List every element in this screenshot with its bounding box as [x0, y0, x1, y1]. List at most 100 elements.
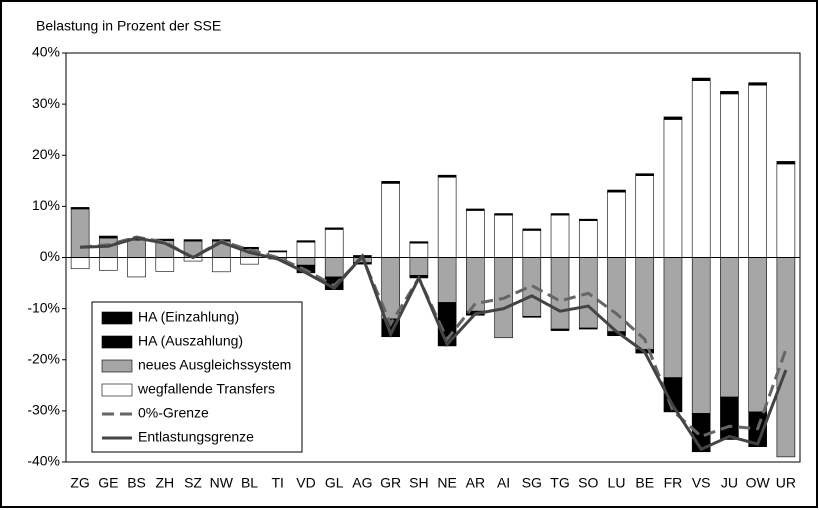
- bar-segment: [691, 80, 711, 258]
- bar-segment: [70, 257, 90, 270]
- bar-segment: [578, 218, 598, 221]
- bar-segment: [550, 328, 570, 331]
- bar-segment: [748, 82, 767, 86]
- bar-segment: [776, 161, 796, 165]
- y-tick-label: -10%: [27, 299, 60, 315]
- legend-label: neues Ausgleichssystem: [138, 357, 291, 373]
- bar-segment: [437, 176, 457, 258]
- bar-segment: [691, 77, 711, 81]
- x-tick-label: GL: [325, 475, 344, 491]
- legend-box: [91, 301, 303, 453]
- x-tick-label: VD: [296, 475, 315, 491]
- y-tick-label: 10%: [32, 197, 60, 213]
- bar-segment: [578, 327, 598, 330]
- x-tick-label: AR: [466, 475, 485, 491]
- bar-segment: [353, 262, 372, 265]
- bar-segment: [522, 230, 542, 258]
- bar-segment: [296, 240, 316, 243]
- bar-segment: [409, 257, 429, 276]
- bar-segment: [409, 241, 429, 244]
- y-tick-label: 20%: [32, 146, 60, 162]
- bar-segment: [720, 257, 739, 398]
- legend-swatch: [101, 311, 133, 325]
- bar-segment: [663, 257, 683, 378]
- bar-segment: [70, 208, 90, 258]
- bar-segment: [324, 257, 344, 278]
- line: [80, 236, 788, 452]
- legend-swatch: [101, 335, 133, 349]
- chart-title: Belastung in Prozent der SSE: [36, 18, 221, 34]
- y-tick-label: 40%: [32, 44, 60, 60]
- bar-segment: [466, 208, 485, 211]
- bar-segment: [99, 235, 118, 239]
- bar-segment: [522, 228, 542, 231]
- bar-segment: [70, 207, 90, 210]
- x-tick-label: BS: [127, 475, 146, 491]
- legend-label: HA (Auszahlung): [138, 333, 243, 349]
- y-tick-label: 30%: [32, 95, 60, 111]
- bar-segment: [748, 84, 767, 258]
- x-tick-label: SO: [578, 475, 598, 491]
- bar-segment: [296, 241, 316, 258]
- bar-segment: [720, 396, 739, 440]
- bar-segment: [635, 175, 655, 258]
- bar-segment: [409, 242, 429, 258]
- bar-segment: [324, 227, 344, 230]
- x-tick-label: OW: [746, 475, 771, 491]
- x-tick-label: TG: [550, 475, 569, 491]
- x-tick-label: AG: [352, 475, 372, 491]
- bar-segment: [494, 213, 513, 216]
- bar-segment: [268, 250, 288, 253]
- x-tick-label: BE: [635, 475, 654, 491]
- bar-segment: [127, 239, 146, 258]
- bar-segment: [296, 257, 316, 266]
- legend-label: wegfallende Transfers: [137, 381, 275, 397]
- x-tick-label: JU: [721, 475, 738, 491]
- x-tick-label: NE: [437, 475, 456, 491]
- bar-segment: [776, 163, 796, 258]
- x-tick-label: AI: [497, 475, 510, 491]
- x-tick-label: ZG: [70, 475, 89, 491]
- bar-segment: [324, 229, 344, 258]
- x-tick-label: GR: [380, 475, 401, 491]
- bar-segment: [607, 257, 626, 332]
- bar-segment: [635, 173, 655, 176]
- bar-segment: [381, 183, 400, 258]
- x-tick-label: BL: [241, 475, 258, 491]
- legend-swatch: [101, 359, 133, 373]
- bar-segment: [240, 257, 259, 265]
- x-tick-label: SG: [522, 475, 542, 491]
- y-tick-label: 0%: [40, 248, 60, 264]
- x-tick-label: SZ: [184, 475, 202, 491]
- bar-segment: [127, 257, 146, 278]
- bar-segment: [155, 257, 175, 272]
- bar-segment: [578, 220, 598, 258]
- x-tick-label: FR: [664, 475, 683, 491]
- bar-segment: [466, 210, 485, 258]
- bar-segment: [635, 257, 655, 350]
- bar-segment: [720, 93, 739, 258]
- x-tick-label: SH: [409, 475, 428, 491]
- x-tick-label: ZH: [155, 475, 174, 491]
- legend-label: 0%-Grenze: [138, 405, 209, 421]
- x-tick-label: NW: [210, 475, 234, 491]
- bar-segment: [494, 214, 513, 258]
- bar-segment: [522, 315, 542, 318]
- x-tick-label: GE: [98, 475, 118, 491]
- bar-segment: [550, 214, 570, 258]
- y-tick-label: -20%: [27, 350, 60, 366]
- x-tick-label: LU: [608, 475, 626, 491]
- bar-segment: [663, 116, 683, 120]
- bar-segment: [550, 257, 570, 330]
- x-tick-label: VS: [692, 475, 711, 491]
- bar-segment: [211, 257, 231, 273]
- legend-swatch: [101, 383, 133, 397]
- bar-segment: [720, 91, 739, 95]
- bar-segment: [748, 257, 767, 413]
- bar-segment: [99, 257, 118, 271]
- bar-segment: [663, 119, 683, 258]
- bar-segment: [607, 191, 626, 258]
- bar-segment: [691, 257, 711, 414]
- bar-segment: [437, 257, 457, 303]
- x-tick-label: TI: [272, 475, 284, 491]
